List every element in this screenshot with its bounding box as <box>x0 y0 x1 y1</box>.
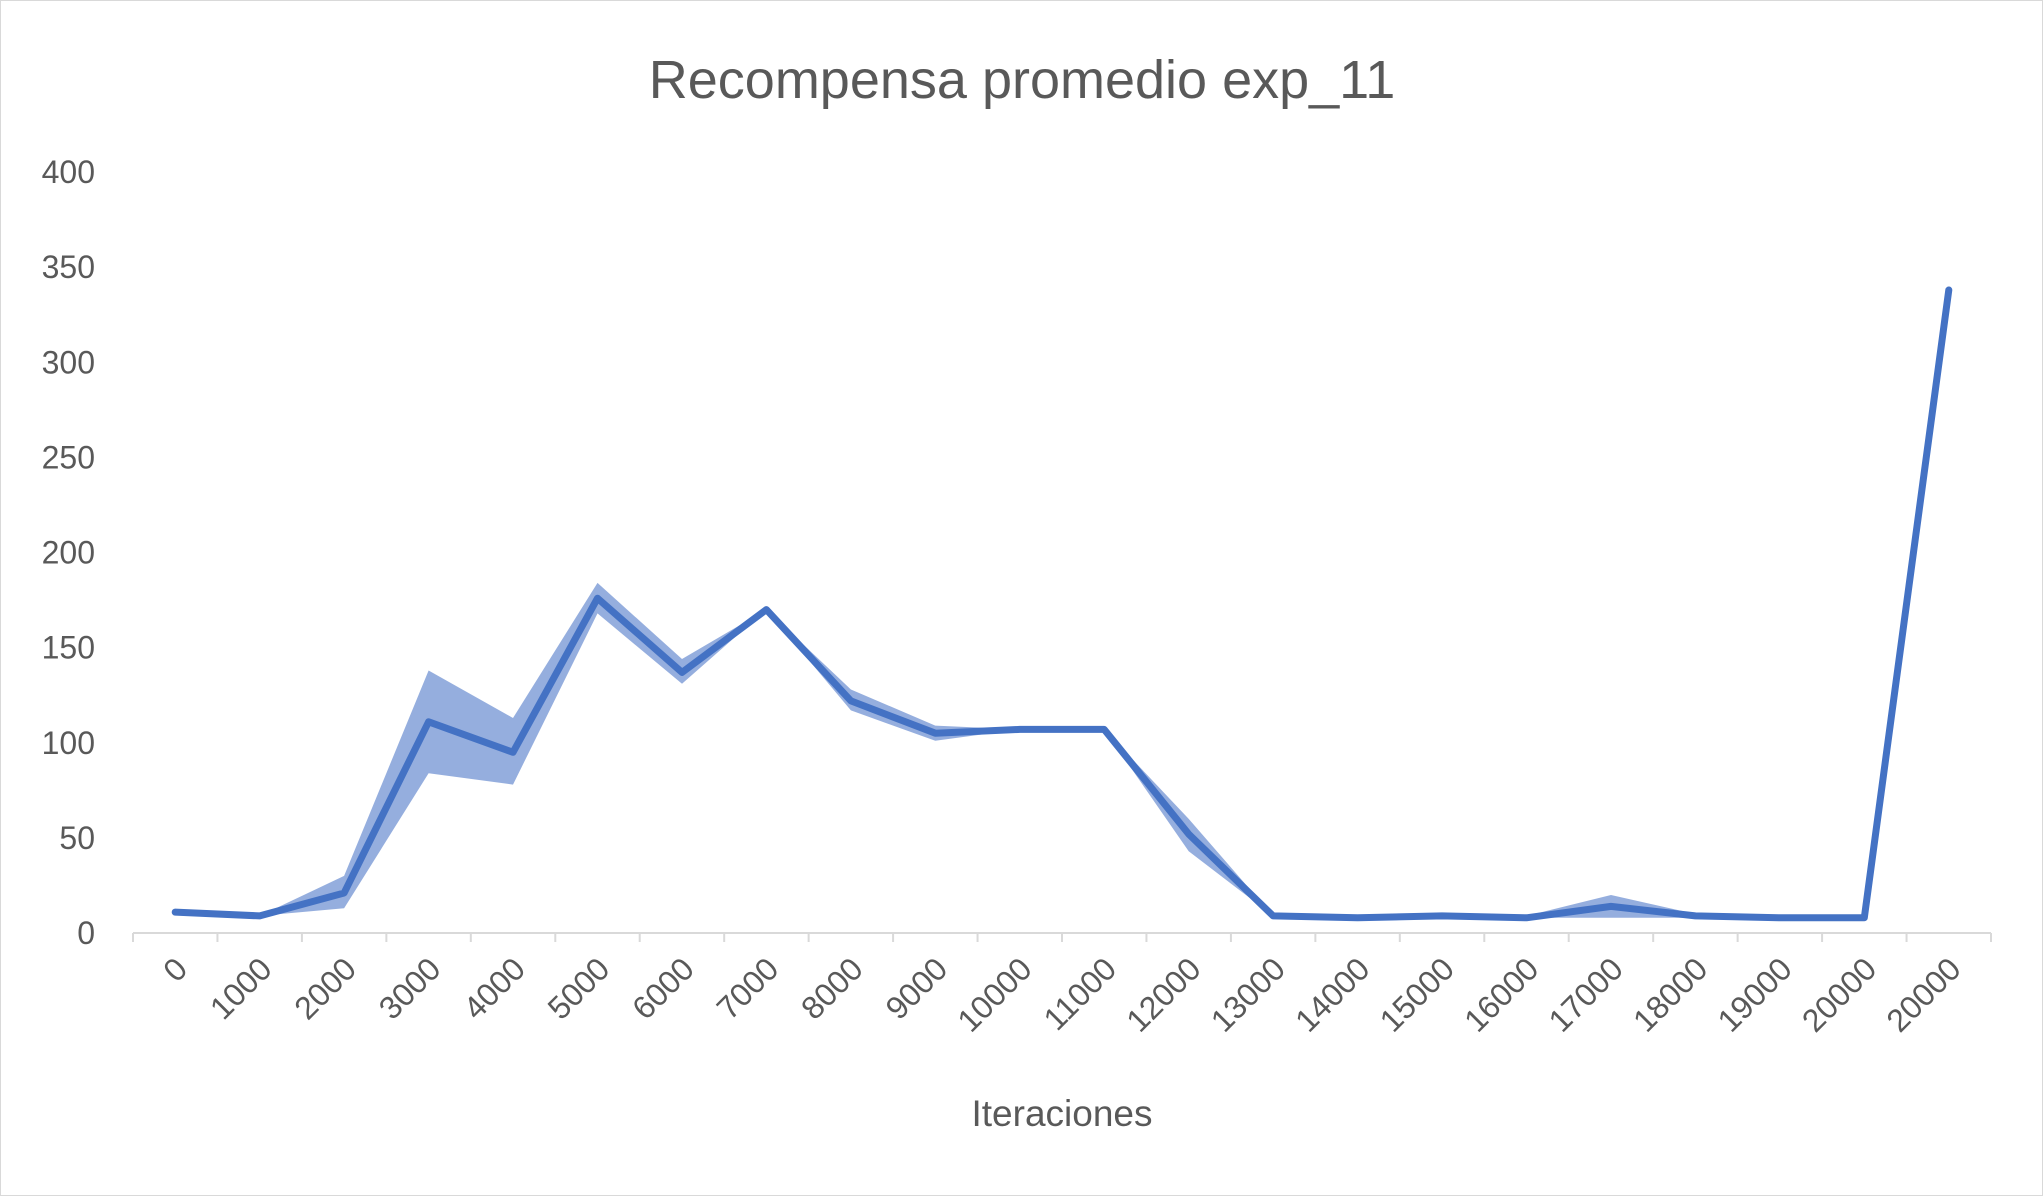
x-tick-label: 17000 <box>1542 950 1630 1038</box>
x-tick-label: 3000 <box>372 950 448 1026</box>
series-line <box>171 286 1953 922</box>
x-axis: 0 1000 2000 3000 4000 5000 6000 7000 8000 9000100… <box>156 950 1968 1038</box>
x-tick-label: 19000 <box>1710 950 1798 1038</box>
chart-title: Recompensa promedio exp_11 <box>649 50 1395 110</box>
x-tick-label: 10000 <box>950 950 1038 1038</box>
y-axis: 0 50 100 150 200 250 300 350 400 <box>42 154 95 951</box>
x-tick-label: 14000 <box>1288 950 1376 1038</box>
x-tick-label: 6000 <box>625 950 701 1026</box>
x-tick-label: 9000 <box>878 950 954 1026</box>
x-tick-label: 20000 <box>1879 950 1967 1038</box>
x-tick-label: 4000 <box>456 950 532 1026</box>
x-axis-title: Iteraciones <box>972 1093 1153 1134</box>
y-tick-label: 200 <box>42 535 95 571</box>
x-tick-label: 1000 <box>203 950 279 1026</box>
y-tick-label: 150 <box>42 630 95 666</box>
y-tick-label: 50 <box>59 820 95 856</box>
y-tick-label: 250 <box>42 439 95 475</box>
x-tick-label: 20000 <box>1795 950 1883 1038</box>
x-tick-label: 13000 <box>1204 950 1292 1038</box>
x-tick-label: 15000 <box>1373 950 1461 1038</box>
y-tick-label: 0 <box>77 915 95 951</box>
x-axis-tickmarks <box>132 933 1992 942</box>
x-tick-label: 0 <box>156 950 194 988</box>
x-tick-label: 18000 <box>1626 950 1714 1038</box>
y-tick-label: 350 <box>42 249 95 285</box>
y-tick-label: 300 <box>42 344 95 380</box>
x-tick-label: 8000 <box>794 950 870 1026</box>
x-tick-label: 12000 <box>1119 950 1207 1038</box>
x-tick-label: 2000 <box>287 950 363 1026</box>
y-tick-label: 400 <box>42 154 95 190</box>
x-tick-label: 5000 <box>541 950 617 1026</box>
x-tick-label: 16000 <box>1457 950 1545 1038</box>
x-tick-label: 11000 <box>1036 950 1123 1037</box>
x-tick-label: 7000 <box>710 950 786 1026</box>
confidence-band <box>175 290 1949 918</box>
y-tick-label: 100 <box>42 725 95 761</box>
